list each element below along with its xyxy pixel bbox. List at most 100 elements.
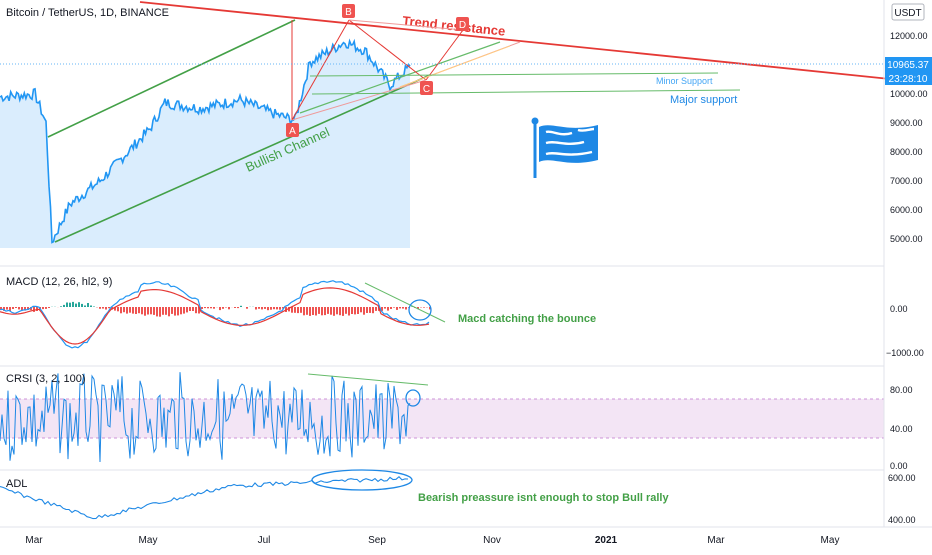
- pattern-leg-cd: [426, 30, 463, 80]
- crsi-tick-label: 80.00: [890, 385, 913, 395]
- macd-histogram-bar: [387, 307, 389, 311]
- point-c-marker[interactable]: C: [420, 81, 433, 95]
- macd-histogram-bar: [240, 306, 242, 307]
- macd-histogram-bar: [177, 307, 179, 315]
- point-b-marker[interactable]: B: [342, 4, 355, 18]
- crsi-pane[interactable]: CRSI (3, 2, 100): [0, 372, 884, 462]
- time-label: Mar: [25, 535, 43, 546]
- svg-text:10965.37: 10965.37: [887, 60, 929, 71]
- pattern-fan-2: [400, 46, 510, 87]
- macd-histogram-bar: [102, 307, 104, 309]
- macd-histogram-bar: [324, 307, 326, 315]
- macd-histogram-bar: [87, 303, 89, 307]
- macd-histogram-bar: [99, 307, 101, 309]
- trend-resistance-line[interactable]: [140, 2, 900, 80]
- macd-title: MACD (12, 26, hl2, 9): [6, 276, 112, 288]
- macd-histogram-bar: [195, 307, 197, 313]
- macd-tick-label: 0.00: [890, 304, 908, 314]
- point-a-marker[interactable]: A: [286, 123, 299, 137]
- adl-tick-label: 600.00: [888, 473, 916, 483]
- price-tick-label: 9000.00: [890, 118, 923, 128]
- adl-pane[interactable]: ADL Bearish preassure isnt enough to sto…: [0, 470, 669, 519]
- macd-histogram-bar: [123, 307, 125, 312]
- macd-histogram-bar: [345, 307, 347, 314]
- macd-histogram-bar: [120, 307, 122, 313]
- svg-text:C: C: [423, 84, 430, 95]
- macd-histogram-bar: [219, 307, 221, 310]
- macd-histogram-bar: [201, 307, 203, 309]
- crsi-tick-label: 0.00: [890, 461, 908, 471]
- macd-histogram-bar: [63, 305, 65, 307]
- macd-histogram-bar: [303, 307, 305, 315]
- macd-histogram-bar: [369, 307, 371, 313]
- macd-histogram-bar: [261, 307, 263, 309]
- macd-histogram-bar: [72, 302, 74, 307]
- macd-histogram-bar: [174, 307, 176, 316]
- price-pane[interactable]: Bullish Channel Trend resistance Minor S…: [0, 2, 900, 248]
- macd-histogram-bar: [309, 307, 311, 316]
- macd-histogram-bar: [354, 307, 356, 314]
- macd-histogram-bar: [6, 307, 8, 310]
- svg-text:B: B: [345, 7, 352, 18]
- macd-histogram-bar: [117, 307, 119, 311]
- crsi-tick-label: 40.00: [890, 424, 913, 434]
- macd-histogram-bar: [222, 307, 224, 309]
- macd-histogram-bar: [144, 307, 146, 316]
- time-axis[interactable]: Mar May Jul Sep Nov 2021 Mar May: [25, 535, 839, 546]
- macd-histogram-bar: [180, 307, 182, 314]
- macd-histogram-bar: [153, 307, 155, 315]
- macd-tick-label: −1000.00: [886, 348, 924, 358]
- macd-histogram-bar: [348, 307, 350, 316]
- macd-histogram-bar: [159, 307, 161, 317]
- macd-histogram-bar: [192, 307, 194, 311]
- macd-histogram-bar: [132, 307, 134, 314]
- macd-histogram-bar: [396, 307, 398, 310]
- price-area-fill: [0, 41, 410, 248]
- macd-histogram-bar: [90, 306, 92, 308]
- macd-histogram-bar: [390, 307, 392, 309]
- price-scale[interactable]: 12000.0011000.0010000.009000.008000.0070…: [884, 0, 932, 527]
- macd-histogram-bar: [393, 307, 395, 308]
- macd-histogram-bar: [336, 307, 338, 314]
- macd-histogram-bar: [225, 307, 227, 308]
- macd-histogram-bar: [297, 307, 299, 313]
- svg-text:D: D: [459, 20, 466, 31]
- adl-line: [0, 477, 408, 519]
- macd-histogram-bar: [156, 307, 158, 316]
- price-tick-label: 6000.00: [890, 205, 923, 215]
- macd-pane[interactable]: MACD (12, 26, hl2, 9) Macd catching the …: [0, 276, 596, 348]
- macd-histogram-bar: [150, 307, 152, 314]
- macd-histogram-bar: [81, 304, 83, 307]
- currency-badge[interactable]: USDT: [892, 4, 924, 20]
- macd-histogram-bar: [357, 307, 359, 314]
- macd-histogram-bar: [339, 307, 341, 315]
- macd-histogram-bar: [291, 307, 293, 313]
- macd-histogram-bar: [342, 307, 344, 316]
- price-tick-label: 7000.00: [890, 176, 923, 186]
- macd-histogram-bar: [78, 302, 80, 307]
- macd-histogram-bar: [246, 307, 248, 309]
- crsi-title: CRSI (3, 2, 100): [6, 373, 85, 385]
- macd-histogram-bar: [312, 307, 314, 315]
- price-tick-label: 10000.00: [890, 89, 928, 99]
- macd-histogram-bar: [234, 307, 236, 308]
- macd-histogram-bar: [333, 307, 335, 316]
- macd-histogram-bar: [360, 307, 362, 312]
- time-label: Jul: [258, 535, 271, 546]
- macd-histogram-bar: [327, 307, 329, 314]
- macd-histogram-bar: [363, 307, 365, 315]
- macd-histogram-bar: [351, 307, 353, 314]
- symbol-title: Bitcoin / TetherUS, 1D, BINANCE: [6, 7, 169, 19]
- macd-histogram-bar: [270, 307, 272, 310]
- macd-histogram-bar: [69, 303, 71, 307]
- macd-histogram-bar: [45, 307, 47, 309]
- macd-histogram-bar: [237, 307, 239, 308]
- macd-histogram-bar: [210, 307, 212, 308]
- macd-histogram-bar: [183, 307, 185, 314]
- macd-histogram-bar: [135, 307, 137, 314]
- point-d-marker[interactable]: D: [456, 17, 469, 31]
- macd-histogram-bar: [279, 307, 281, 310]
- macd-histogram-bar: [129, 307, 131, 313]
